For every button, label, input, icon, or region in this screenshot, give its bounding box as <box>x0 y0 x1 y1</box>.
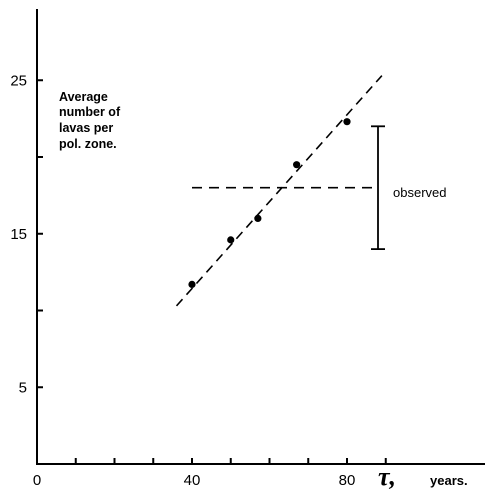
observed-label: observed <box>393 185 446 200</box>
y-tick-label: 15 <box>10 226 27 243</box>
tick-labels: 0 40 80 5 15 25 <box>10 72 355 489</box>
y-tick-label: 5 <box>19 379 27 396</box>
ticks <box>37 79 387 464</box>
fit-line-group <box>175 75 383 307</box>
y-axis-label-line: Average <box>59 90 108 104</box>
axes <box>36 9 485 465</box>
data-point <box>343 118 351 126</box>
y-axis-label-line: number of <box>59 105 121 119</box>
x-tick-label: 80 <box>339 472 356 489</box>
y-axis-label-line: lavas per <box>59 121 113 135</box>
observed-group <box>192 125 385 251</box>
y-axis-label-line: pol. zone. <box>59 137 117 151</box>
data-point <box>254 214 262 222</box>
points <box>188 118 351 289</box>
data-point <box>227 236 235 244</box>
x-tick-label: 0 <box>33 472 41 489</box>
x-axis-unit: years. <box>430 473 468 488</box>
y-tick-label: 25 <box>10 72 27 89</box>
data-point <box>293 161 301 169</box>
fit-line <box>175 75 383 307</box>
x-axis-symbol: τ, <box>378 462 396 489</box>
x-tick-label: 40 <box>184 472 201 489</box>
y-axis-label: Average number of lavas per pol. zone. <box>59 90 124 151</box>
data-point <box>188 280 196 289</box>
